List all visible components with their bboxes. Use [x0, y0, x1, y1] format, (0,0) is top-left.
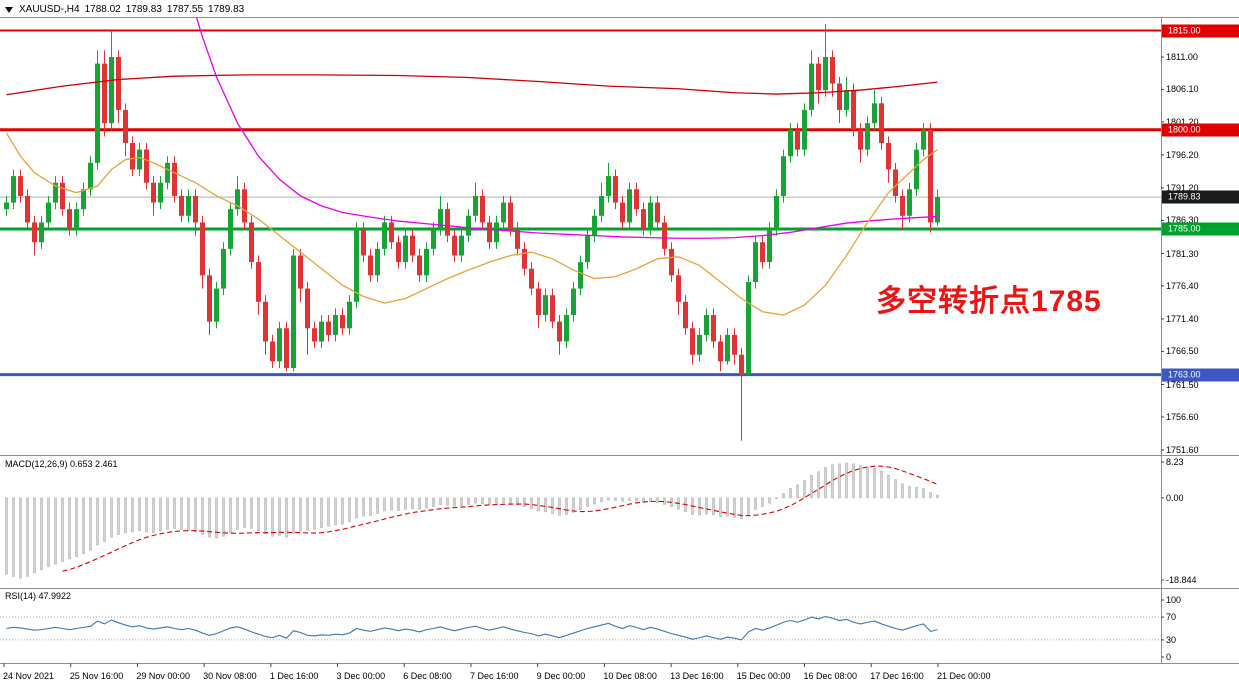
symbol-period-label: XAUUSD-,H4	[19, 4, 80, 15]
chart-dropdown-icon	[5, 6, 13, 13]
ohlc-low: 1787.55	[166, 4, 204, 15]
rsi-indicator-label: RSI(14) 47.9922	[5, 591, 72, 601]
ohlc-high: 1789.83	[125, 4, 162, 15]
annotation-text[interactable]: 多空转折点1785	[876, 285, 1102, 318]
ohlc-close: 1789.83	[208, 4, 245, 15]
ohlc-open: 1788.02	[84, 4, 121, 15]
chart-title: XAUUSD-,H4 1788.02 1789.83 1787.55 1789.…	[5, 4, 244, 15]
macd-indicator-label: MACD(12,26,9) 0.653 2.461	[5, 459, 118, 469]
